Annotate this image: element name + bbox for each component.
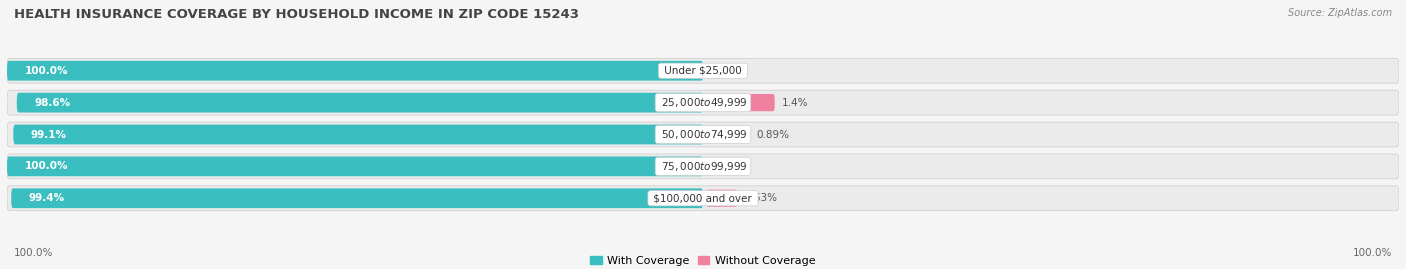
Text: $75,000 to $99,999: $75,000 to $99,999 bbox=[658, 160, 748, 173]
Text: 98.6%: 98.6% bbox=[34, 98, 70, 108]
FancyBboxPatch shape bbox=[13, 125, 703, 144]
FancyBboxPatch shape bbox=[7, 61, 703, 81]
Text: Under $25,000: Under $25,000 bbox=[661, 66, 745, 76]
Text: 0.0%: 0.0% bbox=[713, 161, 740, 171]
Text: 0.63%: 0.63% bbox=[744, 193, 778, 203]
Text: $100,000 and over: $100,000 and over bbox=[651, 193, 755, 203]
FancyBboxPatch shape bbox=[7, 186, 1399, 211]
Text: $25,000 to $49,999: $25,000 to $49,999 bbox=[658, 96, 748, 109]
Text: 100.0%: 100.0% bbox=[24, 161, 67, 171]
FancyBboxPatch shape bbox=[7, 154, 1399, 179]
FancyBboxPatch shape bbox=[7, 157, 703, 176]
Text: Source: ZipAtlas.com: Source: ZipAtlas.com bbox=[1288, 8, 1392, 18]
Text: 0.89%: 0.89% bbox=[756, 129, 790, 140]
FancyBboxPatch shape bbox=[17, 93, 703, 112]
Text: 100.0%: 100.0% bbox=[14, 248, 53, 258]
Text: 99.1%: 99.1% bbox=[31, 129, 66, 140]
FancyBboxPatch shape bbox=[706, 190, 737, 207]
Text: 100.0%: 100.0% bbox=[24, 66, 67, 76]
Text: 100.0%: 100.0% bbox=[1353, 248, 1392, 258]
Text: 1.4%: 1.4% bbox=[782, 98, 808, 108]
FancyBboxPatch shape bbox=[7, 58, 1399, 83]
FancyBboxPatch shape bbox=[706, 94, 775, 111]
Text: $50,000 to $74,999: $50,000 to $74,999 bbox=[658, 128, 748, 141]
Legend: With Coverage, Without Coverage: With Coverage, Without Coverage bbox=[586, 251, 820, 269]
FancyBboxPatch shape bbox=[11, 188, 703, 208]
FancyBboxPatch shape bbox=[706, 126, 749, 143]
Text: 99.4%: 99.4% bbox=[28, 193, 65, 203]
Text: HEALTH INSURANCE COVERAGE BY HOUSEHOLD INCOME IN ZIP CODE 15243: HEALTH INSURANCE COVERAGE BY HOUSEHOLD I… bbox=[14, 8, 579, 21]
FancyBboxPatch shape bbox=[7, 122, 1399, 147]
FancyBboxPatch shape bbox=[7, 90, 1399, 115]
Text: 0.0%: 0.0% bbox=[713, 66, 740, 76]
